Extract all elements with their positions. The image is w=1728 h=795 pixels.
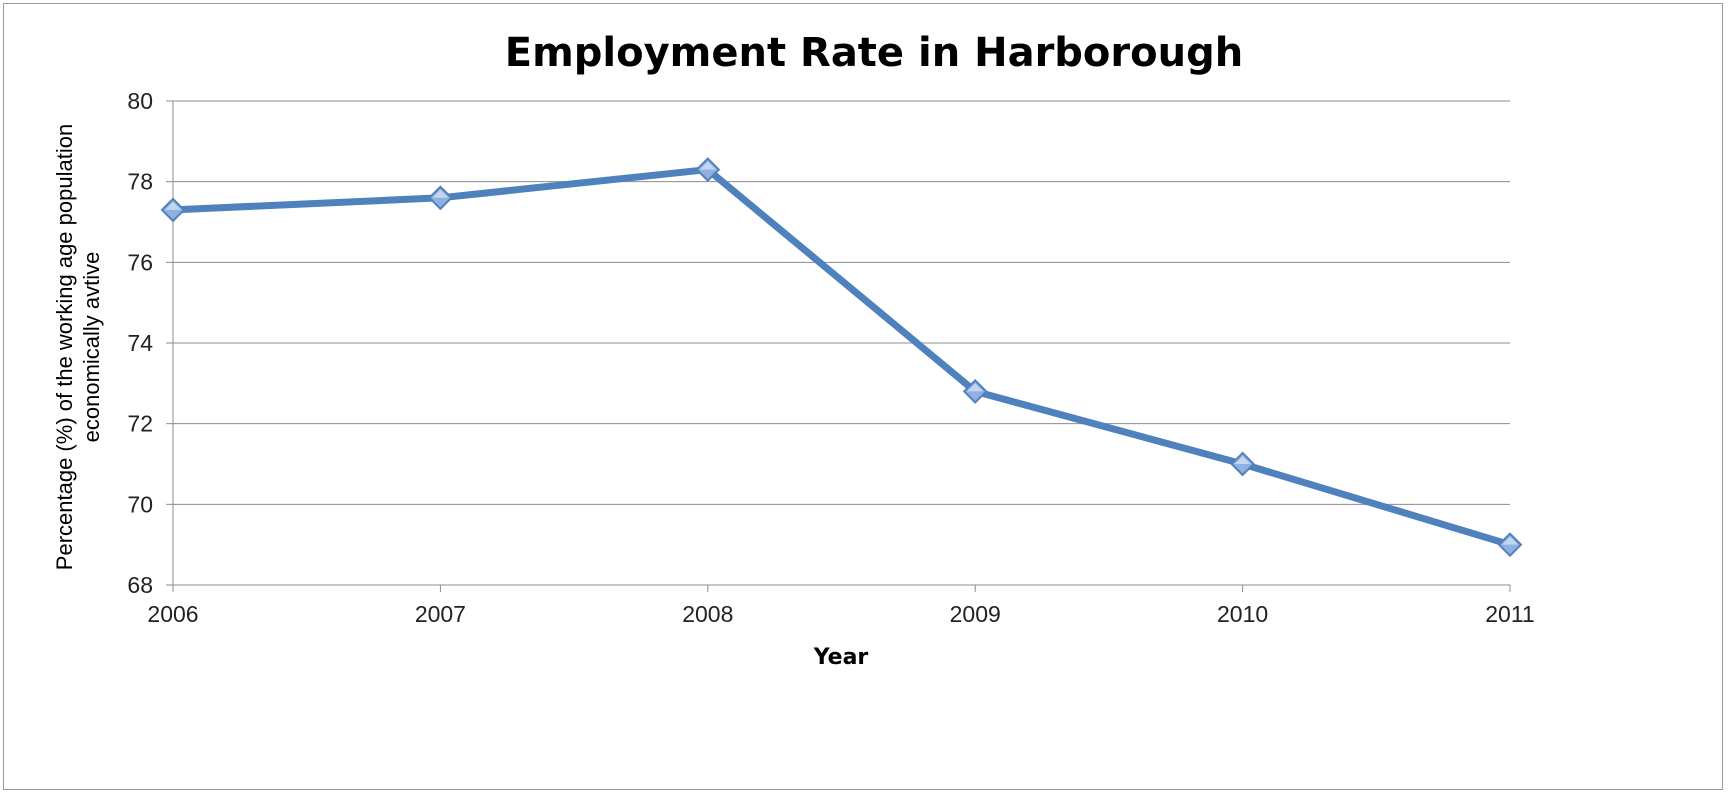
y-axis-label-line-2: economically avtive — [79, 252, 104, 443]
y-tick-label: 70 — [127, 491, 153, 517]
x-tick-label: 2010 — [1217, 601, 1268, 627]
x-tick-label: 2007 — [415, 601, 466, 627]
chart-canvas: Employment Rate in Harborough 68 70 72 74 76… — [52, 30, 1535, 670]
data-point-marker — [1230, 451, 1256, 477]
x-axis-label: Year — [813, 645, 869, 670]
gridlines — [173, 100, 1510, 505]
series-markers — [160, 157, 1523, 558]
data-point-marker — [1497, 532, 1523, 558]
x-tick-label: 2009 — [950, 601, 1001, 627]
data-point-marker — [962, 378, 988, 404]
chart-frame: Employment Rate in Harborough 68 70 72 74 76… — [3, 3, 1723, 790]
y-tick-label: 74 — [127, 330, 153, 356]
series-line — [169, 166, 1514, 549]
data-point-marker — [427, 185, 453, 211]
y-tick-label: 78 — [127, 169, 153, 195]
y-axis-label: Percentage (%) of the working age popula… — [52, 124, 104, 570]
x-tick-label: 2006 — [147, 601, 198, 627]
series-line-layer — [169, 166, 1514, 549]
y-tick-label: 76 — [127, 249, 153, 275]
x-tick-label: 2008 — [682, 601, 733, 627]
y-tick-label: 72 — [127, 411, 153, 437]
data-point-marker — [160, 197, 186, 223]
axes — [166, 100, 1511, 592]
y-tick-label: 80 — [127, 88, 153, 114]
x-tick-label: 2011 — [1485, 601, 1534, 627]
y-tick-labels: 68 70 72 74 76 78 80 — [127, 88, 153, 598]
data-point-marker — [695, 157, 721, 182]
chart-title: Employment Rate in Harborough — [505, 30, 1243, 76]
x-tick-labels: 2006 2007 2008 2009 2010 2011 — [147, 601, 1534, 627]
y-tick-label: 68 — [127, 572, 153, 598]
y-axis-label-line-1: Percentage (%) of the working age popula… — [52, 124, 77, 570]
